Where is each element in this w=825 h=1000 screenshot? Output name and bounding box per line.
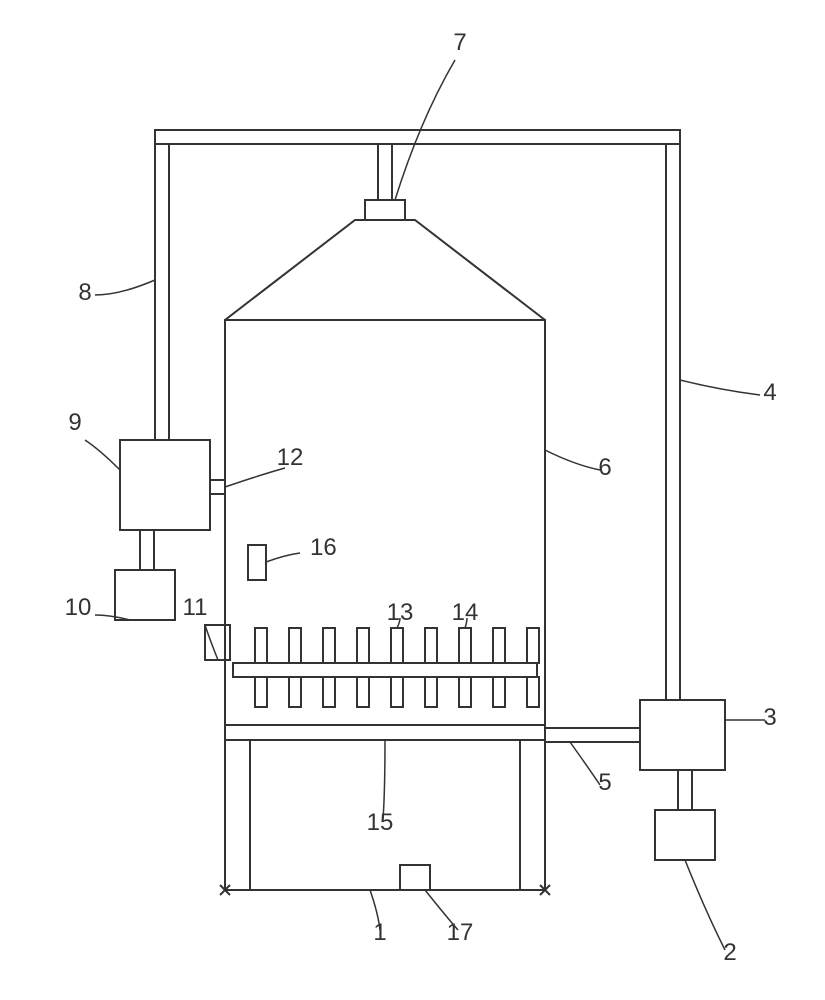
right-connector	[678, 770, 692, 810]
leader-lines	[85, 60, 765, 950]
element-11	[205, 625, 230, 660]
label-4: 4	[763, 379, 776, 406]
label-17: 17	[447, 919, 474, 946]
schematic-diagram: 1 2 3 4 5 6 7 8 9 10 11 12 13 14 15 16 1…	[0, 0, 825, 1000]
right-small-box-2	[655, 810, 715, 860]
rake-teeth-down	[255, 677, 539, 707]
label-12: 12	[277, 444, 304, 471]
label-2: 2	[723, 939, 736, 966]
label-13: 13	[387, 599, 414, 626]
label-8: 8	[78, 279, 91, 306]
left-pipe	[155, 144, 169, 440]
pipe-5	[545, 728, 640, 742]
neck	[365, 200, 405, 220]
label-6: 6	[598, 454, 611, 481]
label-7: 7	[453, 29, 466, 56]
diagram-lines	[85, 60, 765, 950]
label-11: 11	[183, 594, 208, 621]
right-pipe-4	[666, 144, 680, 700]
label-3: 3	[763, 704, 776, 731]
label-1: 1	[373, 919, 386, 946]
left-connector	[140, 530, 154, 570]
label-14: 14	[452, 599, 479, 626]
element-16	[248, 545, 266, 580]
label-16: 16	[310, 534, 337, 561]
rake-teeth-up	[255, 628, 539, 663]
cone-top	[225, 220, 545, 320]
platform-15	[225, 725, 545, 740]
neck-pipe	[378, 144, 392, 200]
label-5: 5	[598, 769, 611, 796]
labels: 1 2 3 4 5 6 7 8 9 10 11 12 13 14 15 16 1…	[65, 29, 777, 966]
element-17	[400, 865, 430, 890]
rake-bar	[233, 663, 537, 677]
right-box-3	[640, 700, 725, 770]
label-10: 10	[65, 594, 92, 621]
label-15: 15	[367, 809, 394, 836]
left-small-box-10	[115, 570, 175, 620]
label-9: 9	[68, 409, 81, 436]
left-box-9	[120, 440, 210, 530]
main-vessel	[225, 320, 545, 890]
pipe-12	[210, 480, 225, 494]
